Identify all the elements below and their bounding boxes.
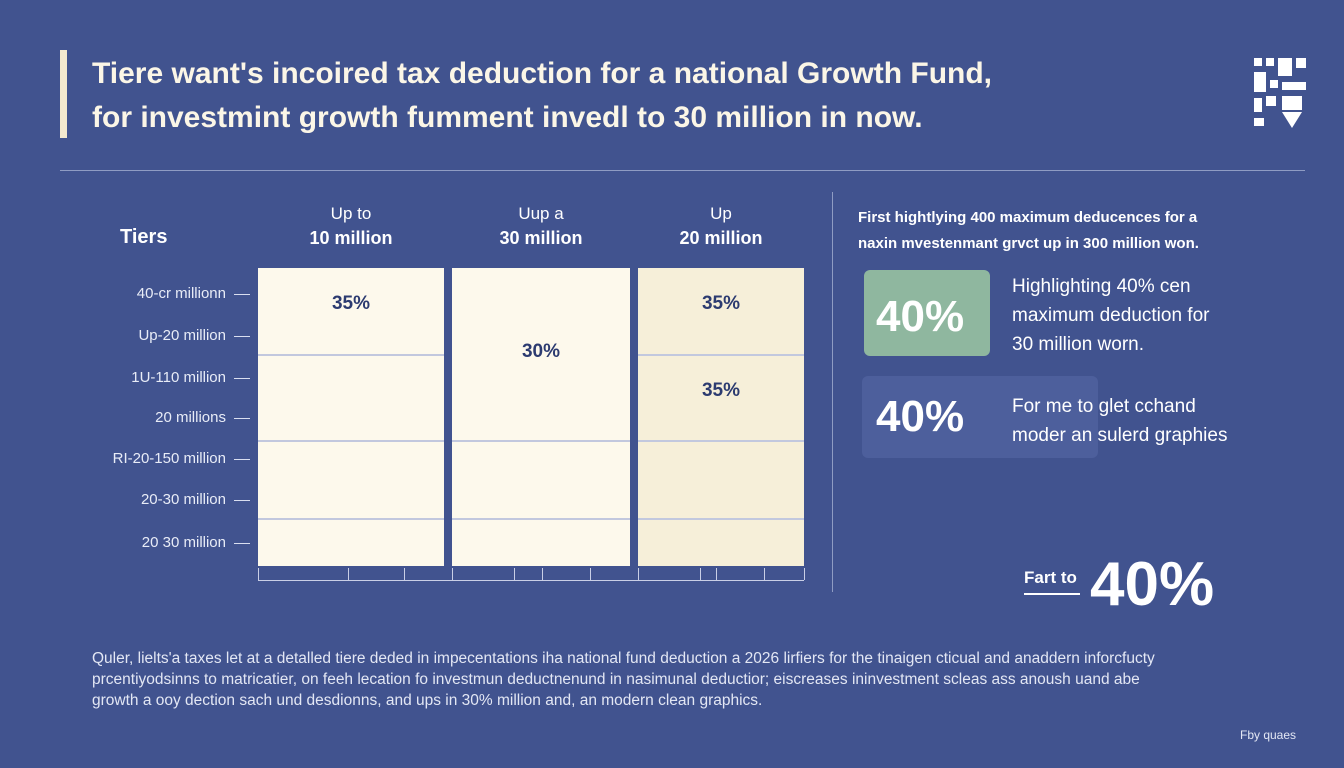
- row-label-5: 20-30 million: [140, 491, 226, 508]
- bar-gridline-1-1: [452, 518, 630, 520]
- baseline-tick-5: [542, 568, 543, 580]
- column-header-2-line-1: Up: [710, 204, 732, 223]
- baseline-tick-9: [716, 568, 717, 580]
- tiers-axis-title: Tiers: [120, 226, 168, 248]
- fart-to-underline: [1024, 593, 1080, 595]
- title-divider: [60, 170, 1305, 171]
- baseline-tick-6: [590, 568, 591, 580]
- column-header-1-line-1: Uup a: [518, 204, 564, 223]
- baseline-tick-1: [348, 568, 349, 580]
- title-line-1: Tiere want's incoired tax deduction for …: [92, 57, 992, 90]
- row-tick-3: [234, 418, 250, 419]
- column-header-0-line-2: 10 million: [309, 228, 393, 248]
- row-label-4: RI-20-150 million: [112, 450, 226, 467]
- tier-bar-0: [258, 268, 444, 566]
- side-intro-line-2: naxin mvestenmant grvct up in 300 millio…: [858, 235, 1199, 252]
- tier-chart: Tiers Up to 10 million Uup a 30 million Up 20…: [0, 0, 830, 600]
- row-label-1: Up-20 million: [138, 327, 226, 344]
- bar-gridline-2-0: [638, 354, 804, 356]
- tier-bar-1: [452, 268, 630, 566]
- row-label-6: 20 30 million: [141, 534, 226, 551]
- body-line-3: growth a ooy dection sach und desdionns,…: [92, 692, 763, 709]
- highlight-1-line-1: Highlighting 40% cen: [1012, 276, 1191, 297]
- column-header-2: Up 20 million: [638, 204, 804, 249]
- highlight-card-green: [864, 270, 990, 356]
- body-paragraph: Quler, lielts'a taxes let at a detalled …: [92, 648, 1272, 711]
- highlight-2-text: For me to glet cchand moder an sulerd gr…: [1012, 392, 1227, 450]
- bar-gridline-0-0: [258, 354, 444, 356]
- row-tick-6: [234, 543, 250, 544]
- chart-baseline: [258, 580, 804, 581]
- highlight-1-line-2: maximum deduction for: [1012, 305, 1210, 326]
- highlight-1-text: Highlighting 40% cen maximum deduction f…: [1012, 272, 1209, 359]
- highlight-2-line-2: moder an sulerd graphies: [1012, 425, 1228, 446]
- baseline-tick-0: [258, 568, 259, 580]
- body-line-1: Quler, lielts'a taxes let at a detalled …: [92, 650, 1155, 667]
- column-header-0-line-1: Up to: [330, 204, 372, 223]
- column-header-0: Up to 10 million: [258, 204, 444, 249]
- baseline-tick-2: [404, 568, 405, 580]
- row-tick-4: [234, 459, 250, 460]
- baseline-tick-10: [764, 568, 765, 580]
- highlight-2-percent: 40%: [876, 392, 965, 441]
- fart-to-label: Fart to: [1024, 568, 1077, 587]
- bar-gridline-1-0: [452, 440, 630, 442]
- bar-gridline-2-1: [638, 440, 804, 442]
- column-header-1: Uup a 30 million: [452, 204, 630, 249]
- footer-credit: Fby quaes: [1240, 728, 1297, 742]
- bar-gridline-0-1: [258, 440, 444, 442]
- cell-value-2: 35%: [701, 293, 741, 314]
- tier-bar-2: [638, 268, 804, 566]
- panel-divider: [832, 192, 833, 592]
- baseline-tick-7: [638, 568, 639, 580]
- cell-value-1: 30%: [521, 341, 561, 362]
- baseline-tick-11: [804, 568, 805, 580]
- highlight-1-percent: 40%: [876, 292, 965, 341]
- body-line-2: prcentiyodsinns to matricatier, on feeh …: [92, 671, 1140, 688]
- page-title: Tiere want's incoired tax deduction for …: [92, 52, 1212, 140]
- cell-value-3: 35%: [701, 380, 741, 401]
- title-line-2: for investmint growth fumment invedl to …: [92, 101, 923, 134]
- column-header-2-line-2: 20 million: [679, 228, 763, 248]
- logo-icon: [1254, 58, 1306, 128]
- side-intro-text: First hightlying 400 maximum deducences …: [858, 205, 1298, 257]
- highlight-1-line-3: 30 million worn.: [1012, 334, 1144, 355]
- bar-gridline-2-2: [638, 518, 804, 520]
- big-percent: 40%: [1090, 550, 1215, 619]
- bar-gridline-0-2: [258, 518, 444, 520]
- highlight-card-blue: [862, 376, 1098, 458]
- column-header-1-line-2: 30 million: [499, 228, 583, 248]
- side-intro-line-1: First hightlying 400 maximum deducences …: [858, 209, 1198, 226]
- row-tick-2: [234, 378, 250, 379]
- title-accent-bar: [60, 50, 67, 138]
- baseline-tick-8: [700, 568, 701, 580]
- row-tick-1: [234, 336, 250, 337]
- row-label-3: 20 millions: [155, 409, 226, 426]
- row-label-0: 40-cr millionn: [136, 285, 226, 302]
- cell-value-0: 35%: [331, 293, 371, 314]
- row-label-2: 1U-110 million: [131, 369, 226, 386]
- baseline-tick-4: [514, 568, 515, 580]
- row-tick-0: [234, 294, 250, 295]
- row-tick-5: [234, 500, 250, 501]
- baseline-tick-3: [452, 568, 453, 580]
- highlight-2-line-1: For me to glet cchand: [1012, 396, 1196, 417]
